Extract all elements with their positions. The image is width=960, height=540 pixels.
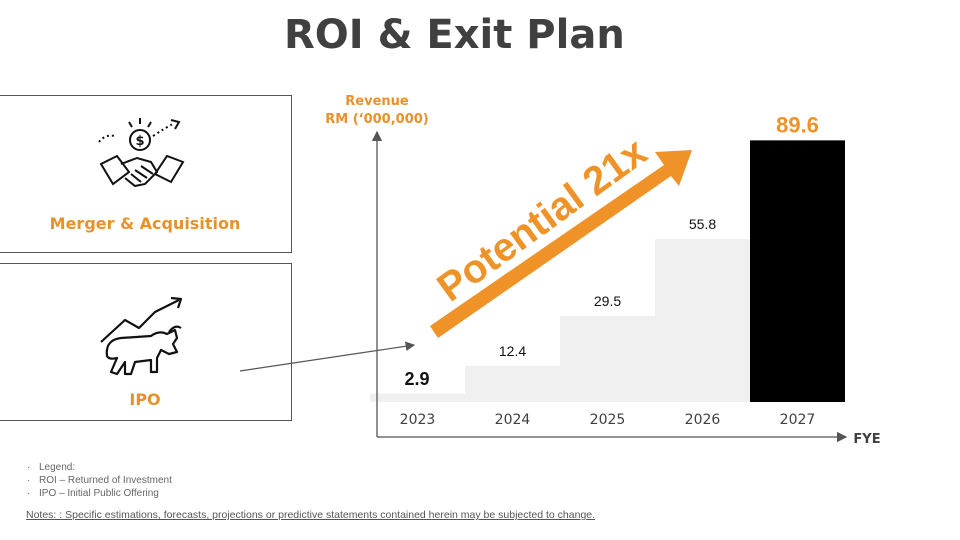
ipo-card: IPO xyxy=(0,263,292,421)
x-tick-label: 2026 xyxy=(685,412,721,428)
x-tick-label: 2023 xyxy=(400,412,436,428)
svg-text:$: $ xyxy=(135,134,144,149)
y-axis-label-line1: Revenue xyxy=(345,94,409,109)
x-tick-label: 2025 xyxy=(590,412,626,428)
value-label-2023: 2.9 xyxy=(404,369,429,389)
ipo-pointer-arrow xyxy=(239,341,416,372)
y-axis-label-line2: RM (‘000,000) xyxy=(325,112,429,127)
growth-annotation: Potential 21x xyxy=(429,130,655,311)
growth-arrow xyxy=(430,150,692,338)
legend-heading: Legend: xyxy=(27,461,172,474)
legend: Legend: ROI – Returned of Investment IPO… xyxy=(27,461,172,500)
ipo-label: IPO xyxy=(129,390,161,409)
value-label-2027: 89.6 xyxy=(776,112,819,137)
handshake-money-icon: $ xyxy=(98,118,185,188)
x-tick-label: 2027 xyxy=(780,412,816,428)
bar-2025 xyxy=(560,315,655,402)
bar-2024 xyxy=(465,365,560,402)
x-tick-label: 2024 xyxy=(495,412,531,428)
legend-item: IPO – Initial Public Offering xyxy=(27,487,172,500)
legend-item: ROI – Returned of Investment xyxy=(27,474,172,487)
merger-acquisition-card: $ Merger & Acquisition xyxy=(0,95,292,253)
bar-2023 xyxy=(370,393,465,402)
value-label-2024: 12.4 xyxy=(499,343,526,359)
bar-2026 xyxy=(655,239,750,402)
bar-2027 xyxy=(750,140,845,403)
merger-acquisition-label: Merger & Acquisition xyxy=(49,214,241,233)
value-label-2026: 55.8 xyxy=(689,216,716,232)
bull-market-icon xyxy=(100,296,183,376)
page-title: ROI & Exit Plan xyxy=(284,12,625,58)
value-label-2025: 29.5 xyxy=(594,293,621,309)
notes-disclaimer: Notes: : Specific estimations, forecasts… xyxy=(26,509,596,521)
x-axis-label: FYE xyxy=(853,432,880,447)
